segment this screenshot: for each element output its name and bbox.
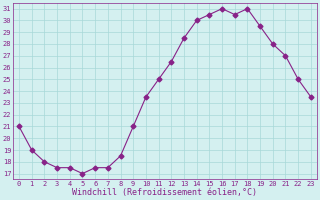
X-axis label: Windchill (Refroidissement éolien,°C): Windchill (Refroidissement éolien,°C)	[72, 188, 258, 197]
